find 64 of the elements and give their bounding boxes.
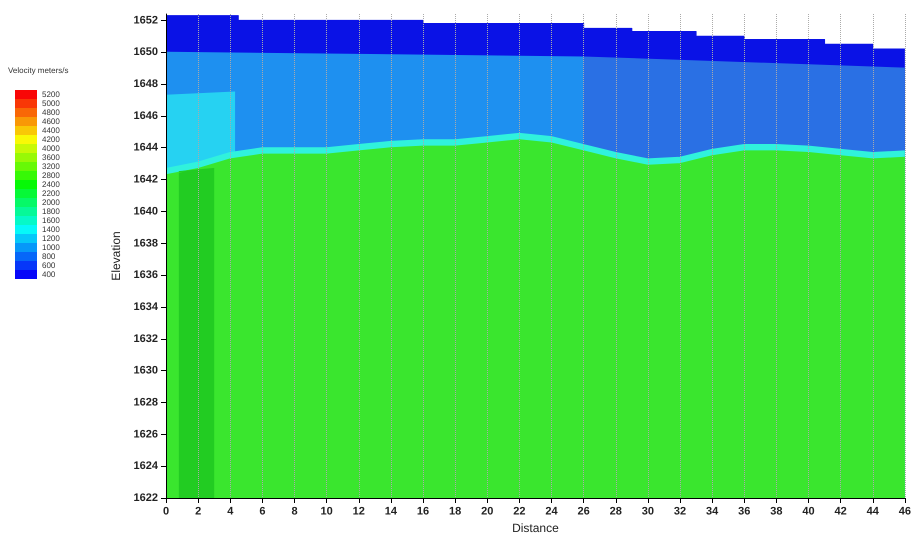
text: 1800 [42, 207, 60, 216]
x-tick-label: 22 [513, 506, 526, 518]
y-tick-label: 1632 [134, 332, 158, 345]
text: 1400 [42, 225, 60, 234]
x-tick-label: 16 [416, 506, 430, 518]
text: 5000 [42, 99, 60, 108]
text: 4200 [42, 135, 60, 144]
x-axis-title: Distance [512, 520, 560, 535]
text: 4400 [42, 126, 60, 135]
y-tick-label: 1634 [134, 300, 159, 313]
x-tick-label: 0 [162, 506, 170, 518]
x-tick-label: 24 [545, 506, 558, 518]
text: 4600 [42, 117, 60, 126]
x-tick-label: 42 [834, 506, 847, 518]
text: 2800 [42, 171, 60, 180]
x-tick-label: 14 [384, 506, 398, 518]
x-tick-label: 4 [227, 506, 234, 518]
text: 4800 [42, 108, 60, 117]
y-tick-label: 1638 [134, 237, 158, 250]
x-tick-label: 40 [802, 506, 815, 518]
y-tick-label: 1650 [134, 46, 158, 58]
text: 1200 [42, 234, 60, 243]
text: 1600 [42, 216, 60, 225]
x-tick-label: 6 [259, 506, 266, 518]
text: 2400 [42, 180, 60, 189]
text: 1000 [42, 243, 60, 252]
x-tick-label: 8 [291, 506, 298, 518]
x-tick-label: 32 [674, 506, 686, 518]
y-tick-label: 1626 [134, 428, 158, 440]
x-tick-label: 44 [866, 506, 880, 518]
text: 4000 [42, 144, 60, 153]
text: 5200 [42, 90, 60, 99]
text: 3200 [42, 162, 60, 171]
x-tick-label: 38 [770, 506, 783, 518]
y-tick-label: 1644 [134, 142, 159, 154]
x-tick-label: 30 [642, 506, 654, 518]
x-tick-label: 12 [352, 506, 365, 518]
x-tick-label: 2 [195, 506, 202, 518]
text: 3600 [42, 153, 60, 162]
text: 2000 [42, 198, 60, 207]
text: 2200 [42, 189, 60, 198]
y-tick-label: 1652 [134, 14, 158, 26]
y-tick-label: 1640 [134, 205, 158, 218]
y-tick-label: 1624 [134, 460, 159, 472]
text: Velocity meters/s [8, 66, 68, 75]
y-tick-label: 1646 [134, 110, 158, 122]
y-tick-label: 1636 [134, 269, 158, 282]
x-tick-label: 28 [610, 506, 622, 518]
x-tick-label: 10 [320, 506, 333, 518]
x-tick-label: 18 [449, 506, 462, 518]
x-tick-label: 46 [898, 506, 912, 518]
x-tick-label: 26 [578, 506, 590, 518]
y-tick-label: 1642 [134, 174, 158, 186]
x-tick-label: 36 [738, 506, 750, 518]
x-tick-label: 34 [706, 506, 720, 518]
text: 400 [42, 270, 56, 279]
y-axis-title: Elevation [109, 231, 123, 281]
y-tick-label: 1630 [134, 364, 158, 377]
x-tick-label: 20 [481, 506, 494, 518]
text: 600 [42, 261, 56, 270]
y-tick-label: 1648 [134, 78, 158, 90]
y-tick-label: 1628 [134, 396, 158, 408]
text: 800 [42, 252, 56, 261]
y-tick-label: 1622 [134, 492, 158, 504]
